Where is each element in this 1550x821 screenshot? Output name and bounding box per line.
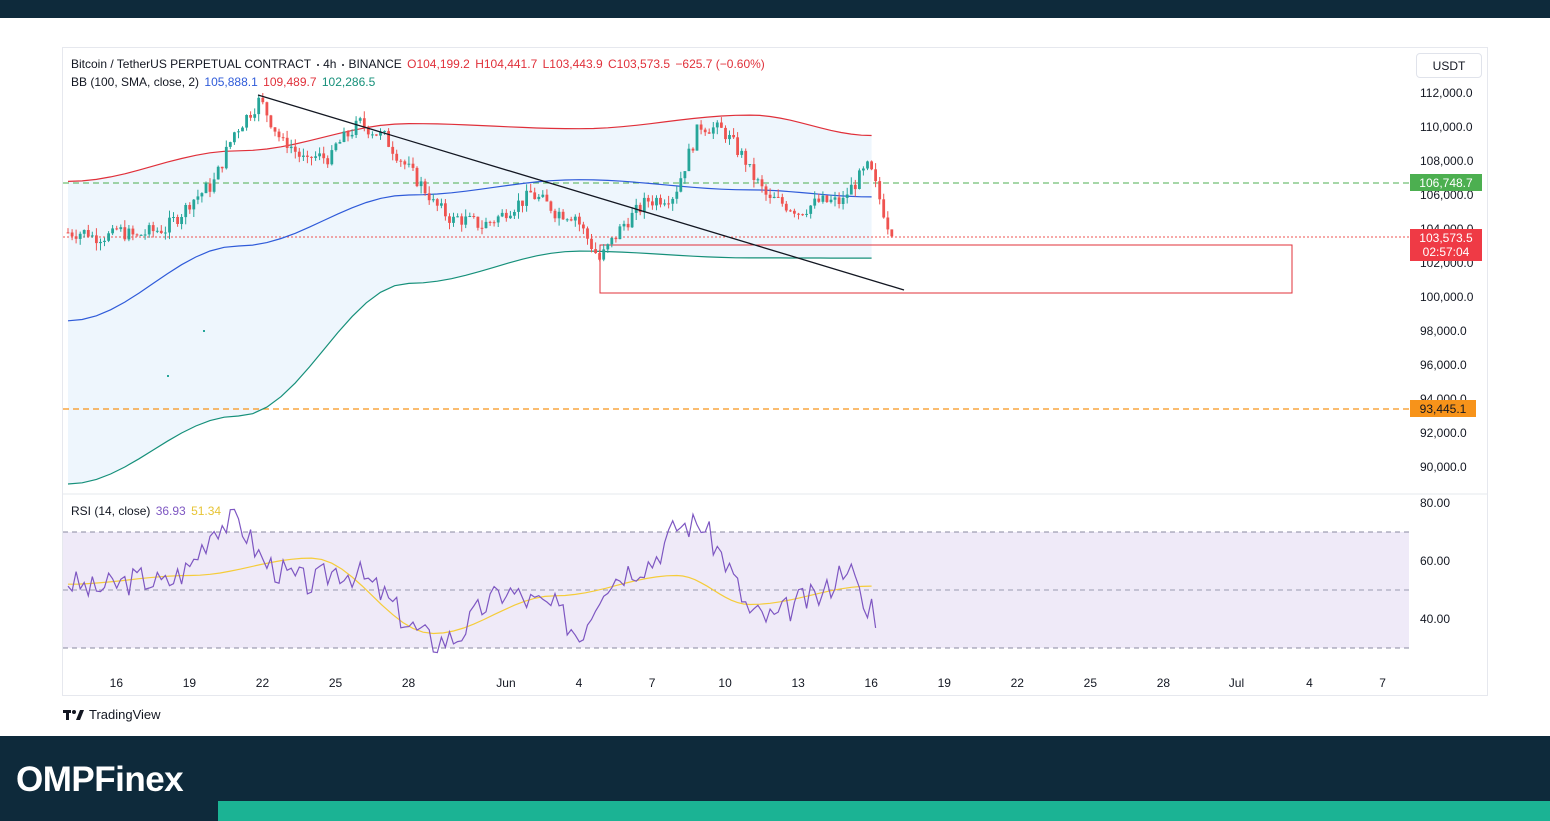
bb-lower-value: 102,286.5: [321, 75, 376, 89]
bb-legend[interactable]: BB (100, SMA, close, 2) 105,888.1 109,48…: [71, 75, 377, 89]
ohlc-low: L103,443.9: [542, 57, 603, 71]
tradingview-icon: [63, 709, 84, 720]
ohlc-close: C103,573.5: [608, 57, 671, 71]
chart-frame: [62, 47, 1488, 696]
bb-label: BB (100, SMA, close, 2): [71, 75, 200, 89]
symbol-name[interactable]: Bitcoin / TetherUS PERPETUAL CONTRACT: [71, 57, 312, 71]
rsi-label: RSI (14, close): [71, 504, 151, 518]
ohlc-high: H104,441.7: [475, 57, 538, 71]
tradingview-wordmark: TradingView: [89, 707, 161, 722]
ohlc-change: −625.7 (−0.60%): [675, 57, 765, 71]
rsi-legend[interactable]: RSI (14, close) 36.93 51.34: [71, 504, 223, 518]
top-bar: [0, 0, 1550, 18]
bb-upper-value: 109,489.7: [263, 75, 317, 89]
rsi-ma-value: 51.34: [191, 504, 222, 518]
rsi-value: 36.93: [155, 504, 186, 518]
brand-logo[interactable]: OMPFinex: [16, 760, 184, 799]
footer-accent: [218, 801, 1550, 821]
bb-basis-value: 105,888.1: [204, 75, 258, 89]
exchange: BINANCE: [348, 57, 402, 71]
ohlc-open: O104,199.2: [407, 57, 470, 71]
symbol-legend: Bitcoin / TetherUS PERPETUAL CONTRACT 4h B…: [71, 57, 767, 71]
tradingview-logo[interactable]: TradingView: [63, 707, 161, 722]
currency-label: USDT: [1432, 58, 1466, 73]
interval[interactable]: 4h: [323, 57, 337, 71]
currency-selector[interactable]: USDT: [1416, 53, 1482, 78]
